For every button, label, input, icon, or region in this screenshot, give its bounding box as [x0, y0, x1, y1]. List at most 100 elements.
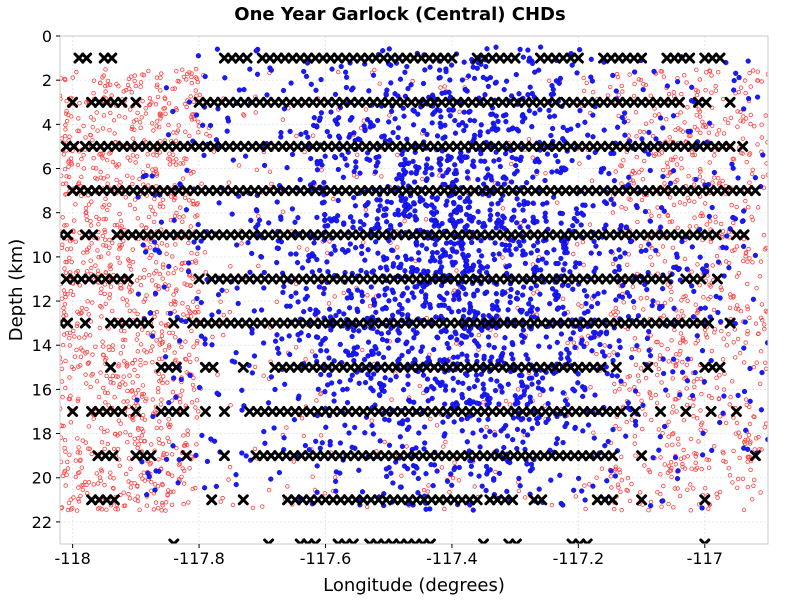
point-central [591, 435, 597, 441]
point-central [274, 260, 280, 266]
point-central [518, 154, 524, 160]
point-background [137, 275, 143, 280]
point-central [243, 153, 249, 159]
point-central [326, 372, 332, 378]
point-background [656, 366, 662, 372]
point-background [167, 157, 172, 162]
point-central [411, 294, 417, 300]
point-central [688, 98, 695, 104]
point-background [105, 174, 110, 179]
point-background [684, 402, 690, 408]
point-background [84, 249, 90, 255]
point-background [719, 287, 724, 292]
point-background [503, 398, 509, 404]
point-background [177, 215, 182, 220]
point-background [747, 441, 753, 446]
point-central [558, 355, 564, 362]
point-background [62, 302, 68, 307]
chd-marker [148, 140, 160, 152]
point-central [308, 156, 314, 162]
point-central [527, 394, 533, 400]
point-background [186, 240, 191, 246]
point-background [138, 282, 144, 288]
point-background [549, 502, 555, 508]
point-central [195, 245, 201, 251]
chd-marker [550, 52, 562, 64]
point-central [539, 375, 546, 381]
point-central [430, 250, 436, 256]
chd-marker [241, 52, 253, 64]
point-central [581, 343, 587, 350]
point-central [349, 352, 355, 358]
point-background [684, 386, 689, 391]
point-central [284, 303, 290, 309]
point-central [558, 255, 564, 262]
point-background [683, 293, 688, 299]
point-background [639, 197, 645, 203]
point-central [479, 253, 485, 259]
chd-marker [236, 273, 248, 285]
point-central [439, 253, 445, 259]
point-central [264, 92, 270, 98]
point-background [73, 202, 78, 207]
point-central [526, 108, 533, 114]
point-background [160, 204, 166, 209]
point-central [475, 209, 481, 215]
point-background [691, 182, 697, 187]
point-background [746, 204, 751, 210]
point-background [758, 381, 763, 386]
point-background [110, 373, 116, 379]
point-background [526, 136, 532, 142]
chd-marker [505, 229, 517, 241]
point-background [693, 467, 698, 472]
point-central [437, 259, 443, 265]
point-background [116, 113, 122, 119]
chd-marker [385, 185, 397, 197]
point-central [580, 212, 587, 218]
point-central [243, 453, 249, 459]
point-central [461, 127, 467, 134]
point-background [659, 342, 664, 347]
chd-marker [352, 140, 364, 152]
point-central [467, 108, 473, 114]
point-background [708, 239, 714, 244]
point-central [464, 175, 471, 181]
point-central [464, 439, 470, 445]
point-background [101, 113, 107, 118]
chd-marker [388, 273, 400, 285]
point-background [160, 276, 165, 281]
point-central [199, 432, 205, 439]
point-background [713, 83, 718, 89]
point-background [365, 293, 370, 298]
point-background [159, 397, 164, 402]
point-central [551, 247, 557, 253]
point-central [401, 113, 407, 119]
point-background [116, 362, 121, 367]
point-background [60, 394, 65, 400]
point-central [584, 293, 590, 299]
point-central [234, 242, 240, 248]
point-central [571, 487, 577, 493]
point-central [529, 60, 536, 67]
point-central [335, 197, 341, 204]
chd-marker [221, 273, 233, 285]
point-background [79, 465, 84, 470]
point-central [224, 128, 230, 134]
point-central [318, 371, 324, 378]
point-background [90, 371, 95, 377]
point-background [83, 351, 88, 356]
point-background [78, 346, 83, 351]
point-central [505, 381, 511, 387]
point-central [454, 337, 460, 343]
point-central [501, 345, 507, 351]
point-background [661, 167, 666, 173]
chd-marker [484, 185, 496, 197]
chd-marker [613, 52, 625, 64]
point-background [164, 251, 169, 256]
point-background [143, 360, 148, 366]
chd-marker [164, 229, 176, 241]
point-background [653, 392, 658, 398]
point-central [253, 48, 259, 54]
chd-marker [188, 185, 200, 197]
point-background [110, 240, 115, 246]
